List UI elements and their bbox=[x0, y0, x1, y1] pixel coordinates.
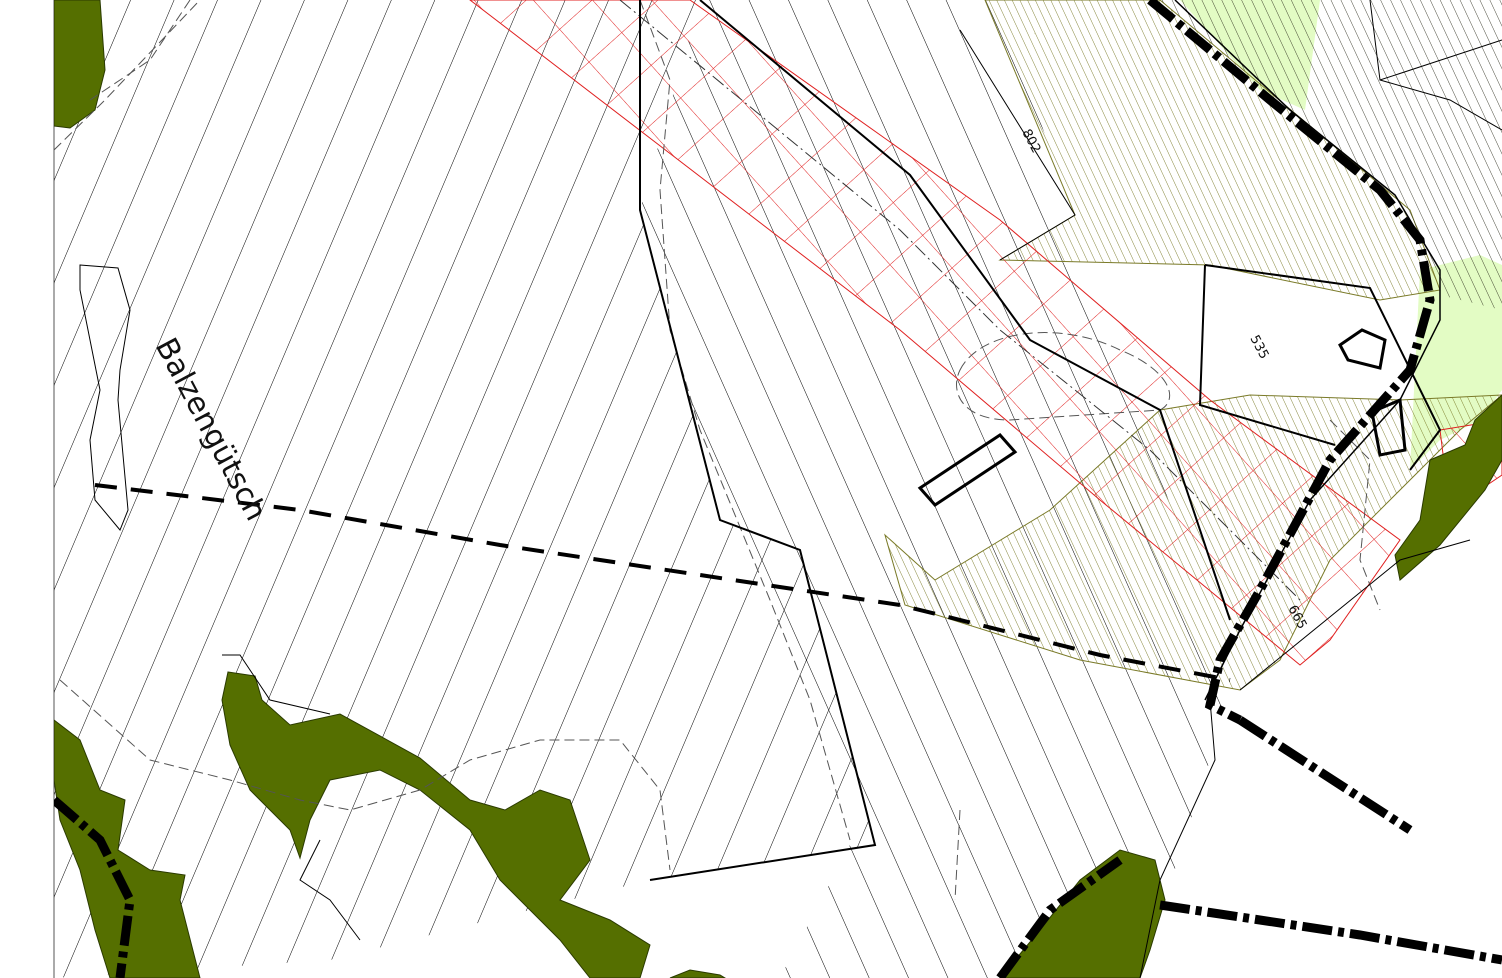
parcel-number: 535 bbox=[1246, 333, 1271, 362]
